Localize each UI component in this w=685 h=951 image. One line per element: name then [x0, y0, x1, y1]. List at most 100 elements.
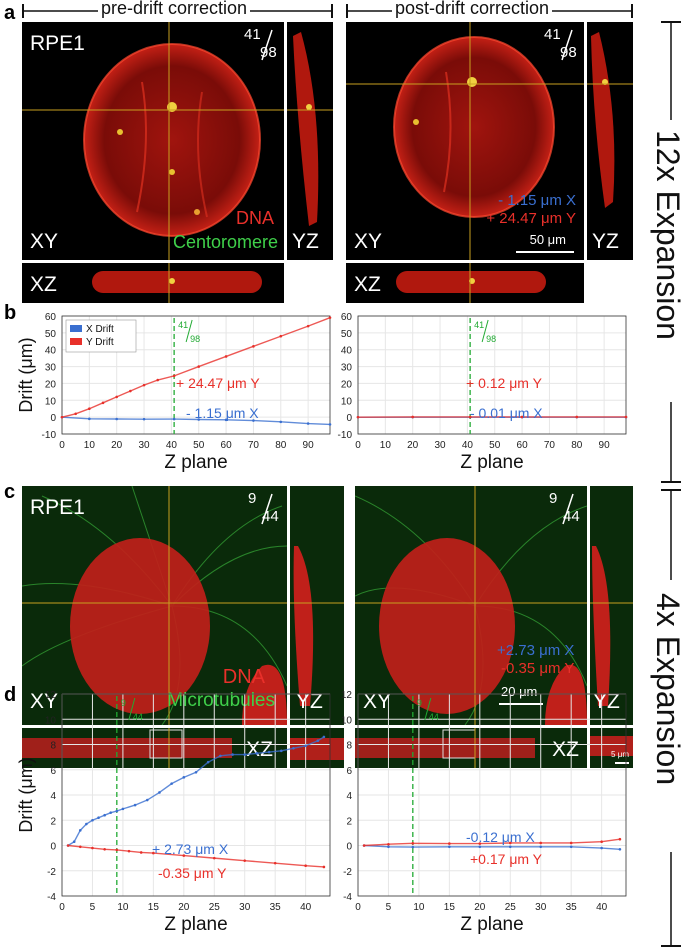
- data-point: [448, 845, 451, 849]
- view-xy-label: XY: [354, 230, 383, 253]
- y-tick-label: 30: [45, 363, 57, 374]
- marker-num: 9: [121, 698, 126, 708]
- data-point: [88, 417, 91, 421]
- data-point: [387, 845, 390, 849]
- data-point: [306, 324, 310, 328]
- y-tick-label: 20: [341, 379, 353, 390]
- y-tick-label: 10: [45, 396, 57, 407]
- data-point: [152, 851, 155, 855]
- data-point: [88, 407, 91, 411]
- x-tick-label: 0: [355, 440, 361, 451]
- x-tick-label: 90: [599, 440, 611, 451]
- x-tick-label: 40: [462, 440, 474, 451]
- data-point: [139, 851, 143, 854]
- data-point: [575, 415, 579, 419]
- y-tick-label: 12: [341, 690, 353, 701]
- annotation-y-drift: + 0.12 μm Y: [466, 375, 543, 391]
- marker-den: 44: [133, 712, 143, 722]
- y-tick-label: 6: [346, 766, 352, 777]
- y-tick-label: 60: [45, 312, 57, 323]
- data-point: [97, 816, 100, 820]
- y-tick-label: -10: [42, 430, 57, 441]
- frame-num: 9: [248, 490, 257, 507]
- frame-num-post: 41: [544, 26, 561, 43]
- data-point: [322, 865, 326, 869]
- x-tick-label: 60: [517, 440, 529, 451]
- data-point: [252, 345, 255, 348]
- y-tick-label: 4: [50, 791, 56, 802]
- y-tick-label: 0: [50, 842, 56, 853]
- data-point: [115, 809, 119, 813]
- data-point: [206, 760, 210, 764]
- data-point: [243, 859, 247, 862]
- x-tick-label: 25: [505, 902, 517, 913]
- data-point: [468, 415, 472, 419]
- frame-fraction: 41: [244, 26, 261, 43]
- legend-entry: Y Drift: [86, 337, 114, 348]
- data-point: [109, 811, 113, 814]
- x-tick-label: 10: [117, 902, 129, 913]
- cell-line-label: RPE1: [30, 32, 85, 55]
- view-xz-label: XZ: [354, 273, 381, 296]
- micrograph-c-pre-xz: XZ: [22, 728, 287, 768]
- data-point: [618, 847, 622, 851]
- series-line-y: [364, 838, 621, 847]
- data-point: [600, 846, 603, 850]
- micrograph-a-post-yz: YZ: [587, 22, 633, 260]
- micrograph-c-post-xz: XZ: [355, 728, 587, 768]
- data-point: [91, 846, 94, 850]
- data-point: [115, 848, 119, 852]
- y-tick-label: 40: [45, 346, 57, 357]
- view-xz-label: XZ: [30, 273, 57, 296]
- data-point: [618, 837, 622, 841]
- annotation-y-drift: -0.35 μm Y: [158, 865, 227, 881]
- data-point: [115, 395, 118, 399]
- x-tick-label: 0: [59, 902, 65, 913]
- x-tick-label: 60: [221, 440, 233, 451]
- annotation-x-drift: - 1.15 μm X: [186, 405, 259, 421]
- view-xz-label: XZ: [552, 738, 579, 761]
- y-tick-label: 8: [346, 741, 352, 752]
- y-tick-label: 6: [50, 766, 56, 777]
- scale-bar: [516, 251, 574, 253]
- micrograph-c-post-xy: 9 44 +2.73 μm X -0.35 μm Y 20 μm XY: [355, 486, 587, 725]
- x-axis-label: Z plane: [164, 452, 227, 473]
- data-point: [267, 750, 271, 754]
- data-point: [411, 842, 415, 845]
- chart-d-right: -4 -2 0 2 4 6 8 10 12 0 5 10 15 20 25 30 35 40 Z plane 9 44 +…: [341, 690, 627, 935]
- x-tick-label: 20: [474, 902, 486, 913]
- x-tick-label: 30: [138, 440, 150, 451]
- data-point: [600, 840, 603, 844]
- y-axis-label: Drift (μm): [16, 757, 36, 832]
- marker-den: 98: [486, 334, 496, 344]
- chart-d-left: -4 -2 0 2 4 6 8 10 12 0 5 10 15 20 25 30 35 40 Z plane Drif…: [16, 690, 331, 935]
- x-tick-label: 10: [84, 440, 96, 451]
- data-point: [172, 374, 176, 378]
- side-bracket: [661, 21, 681, 947]
- annotation-x-drift: + 2.73 μm X: [152, 841, 229, 857]
- nucleus-shape: [70, 538, 210, 714]
- y-tick-label: 20: [45, 379, 57, 390]
- data-point: [133, 803, 137, 807]
- data-point: [156, 378, 160, 382]
- data-point: [306, 422, 310, 425]
- x-tick-label: 90: [303, 440, 315, 451]
- scale-bar-small-label: 5 μm: [611, 750, 629, 759]
- data-point: [279, 749, 283, 753]
- data-point: [255, 752, 259, 755]
- stain-centromere-label: Centoromere: [172, 232, 278, 252]
- drift-x-label: - 1.15 μm X: [498, 192, 576, 209]
- annotation-y-drift: + 24.47 μm Y: [176, 375, 260, 391]
- x-tick-label: 0: [355, 902, 361, 913]
- data-point: [411, 415, 414, 419]
- x-tick-label: 40: [300, 902, 312, 913]
- micrograph-a-pre-xy: RPE1 41 98 DNA Centoromere XY: [22, 22, 284, 260]
- y-tick-label: 60: [341, 312, 353, 323]
- x-tick-label: 30: [434, 440, 446, 451]
- view-yz-label: YZ: [592, 230, 619, 253]
- data-point: [224, 355, 228, 358]
- data-point: [387, 842, 390, 846]
- frame-den-post: 44: [563, 508, 580, 525]
